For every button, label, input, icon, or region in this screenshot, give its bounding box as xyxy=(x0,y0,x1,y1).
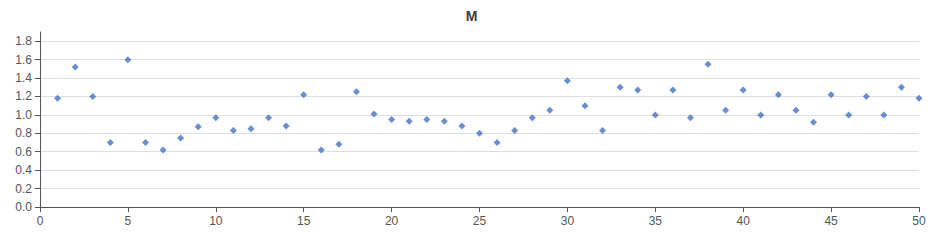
svg-text:1.6: 1.6 xyxy=(15,53,32,67)
svg-text:15: 15 xyxy=(297,214,311,228)
svg-text:5: 5 xyxy=(125,214,132,228)
svg-text:45: 45 xyxy=(824,214,838,228)
svg-text:M: M xyxy=(466,8,478,24)
svg-text:35: 35 xyxy=(649,214,663,228)
svg-text:0.4: 0.4 xyxy=(15,163,32,177)
svg-text:0.6: 0.6 xyxy=(15,145,32,159)
svg-text:30: 30 xyxy=(561,214,575,228)
svg-text:50: 50 xyxy=(912,214,926,228)
svg-text:0.8: 0.8 xyxy=(15,126,32,140)
svg-text:10: 10 xyxy=(209,214,223,228)
svg-text:40: 40 xyxy=(737,214,751,228)
svg-text:0.0: 0.0 xyxy=(15,200,32,214)
svg-text:20: 20 xyxy=(385,214,399,228)
svg-text:0.2: 0.2 xyxy=(15,182,32,196)
svg-text:1.0: 1.0 xyxy=(15,108,32,122)
svg-text:0: 0 xyxy=(37,214,44,228)
svg-text:1.2: 1.2 xyxy=(15,89,32,103)
svg-text:1.4: 1.4 xyxy=(15,71,32,85)
svg-text:25: 25 xyxy=(473,214,487,228)
svg-text:1.8: 1.8 xyxy=(15,34,32,48)
